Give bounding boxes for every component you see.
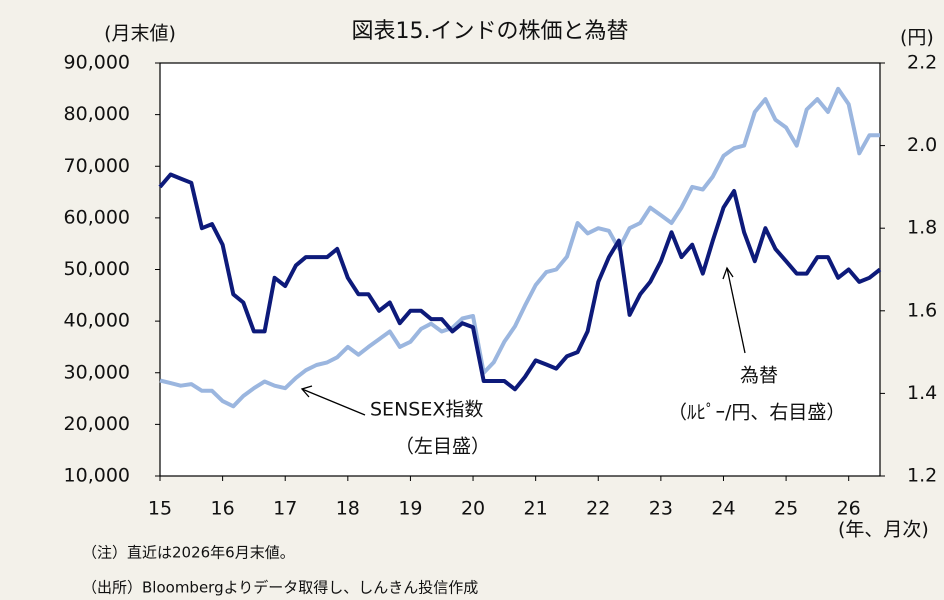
x-tick-label: 22 [586, 498, 610, 520]
x-tick-label: 17 [273, 498, 297, 520]
y-tick-label: 20,000 [64, 413, 130, 435]
annotation: 為替 [740, 365, 778, 387]
annotation: （左目盛） [395, 436, 490, 458]
y2-tick-label: 2.2 [907, 52, 937, 74]
x-tick-label: 23 [649, 498, 673, 520]
x-tick-label: 24 [711, 498, 735, 520]
y-tick-label: 30,000 [64, 361, 130, 383]
y2-tick-label: 1.2 [907, 465, 937, 487]
y-tick-label: 80,000 [64, 103, 130, 125]
annotation: （ﾙﾋﾟｰ/円、右目盛） [668, 402, 845, 424]
arrowhead [300, 385, 313, 398]
y2-tick-label: 1.4 [907, 382, 937, 404]
x-tick-label: 21 [524, 498, 548, 520]
x-tick-label: 16 [211, 498, 235, 520]
x-tick-label: 20 [461, 498, 485, 520]
arrowhead [722, 266, 734, 280]
x-tick-label: 25 [774, 498, 798, 520]
y-tick-label: 50,000 [64, 258, 130, 280]
y-tick-label: 40,000 [64, 310, 130, 332]
y-tick-label: 10,000 [64, 465, 130, 487]
plot-area [159, 62, 881, 477]
y2-axis-label: (円) [900, 27, 934, 49]
arrow [301, 388, 366, 416]
y2-tick-label: 2.0 [907, 134, 937, 156]
annotation: SENSEX指数 [370, 399, 483, 421]
note: （注）直近は2026年6月末値。 [82, 544, 295, 562]
series-line [159, 86, 880, 409]
y-axis-label: (月末値) [104, 23, 176, 45]
x-tick-label: 19 [398, 498, 422, 520]
y2-tick-label: 1.8 [907, 217, 937, 239]
note: （出所）Bloombergよりデータ取得し、しんきん投信作成 [82, 579, 478, 597]
x-tick-label: 18 [336, 498, 360, 520]
chart-title: 図表15.インドの株価と為替 [352, 19, 629, 44]
y-tick-label: 90,000 [64, 52, 130, 74]
y2-tick-label: 1.6 [907, 299, 937, 321]
x-tick-label: 26 [837, 498, 861, 520]
arrows [300, 266, 746, 416]
x-axis-label: (年、月次) [838, 519, 929, 541]
series-line [158, 172, 882, 392]
arrow [726, 267, 746, 354]
y-tick-label: 70,000 [64, 155, 130, 177]
x-tick-label: 15 [148, 498, 172, 520]
y-tick-label: 60,000 [64, 206, 130, 228]
